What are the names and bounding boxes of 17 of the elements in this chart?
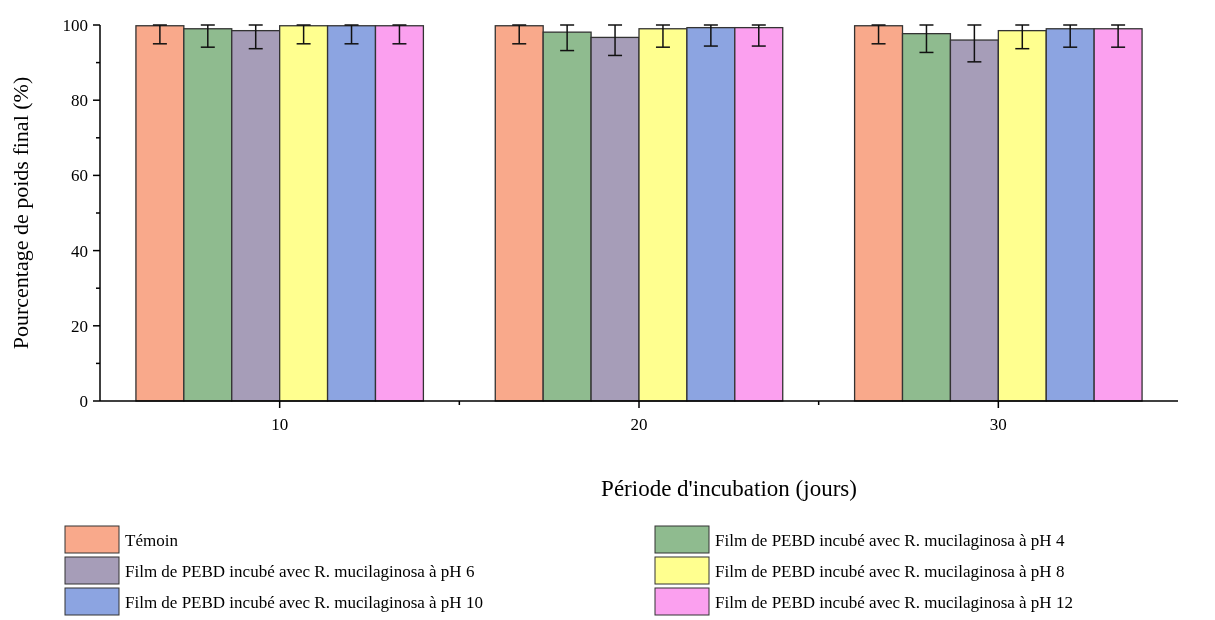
- x-axis-title: Période d'incubation (jours): [601, 476, 857, 501]
- legend-label: Film de PEBD incubé avec R. mucilaginosa à pH 6: [125, 562, 475, 581]
- legend-label: Film de PEBD incubé avec R. mucilaginosa à pH 8: [715, 562, 1065, 581]
- legend-label: Film de PEBD incubé avec R. mucilaginosa à pH 4: [715, 531, 1065, 550]
- x-tick-label: 30: [989, 415, 1007, 434]
- x-tick-label: 20: [630, 415, 648, 434]
- legend-label: Film de PEBD incubé avec R. mucilaginosa à pH 12: [715, 593, 1073, 612]
- y-tick-label: 100: [62, 16, 88, 35]
- legend-label: Témoin: [125, 531, 179, 550]
- y-axis-title: Pourcentage de poids final (%): [8, 76, 33, 350]
- x-tick-label: 10: [271, 415, 289, 434]
- y-tick-label: 60: [71, 166, 88, 186]
- y-tick-label: 40: [71, 241, 88, 261]
- y-tick-label: 20: [71, 316, 88, 336]
- y-tick-label: 80: [71, 91, 88, 111]
- legend-label: Film de PEBD incubé avec R. mucilaginosa à pH 10: [125, 593, 483, 612]
- y-tick-label: 0: [79, 392, 88, 411]
